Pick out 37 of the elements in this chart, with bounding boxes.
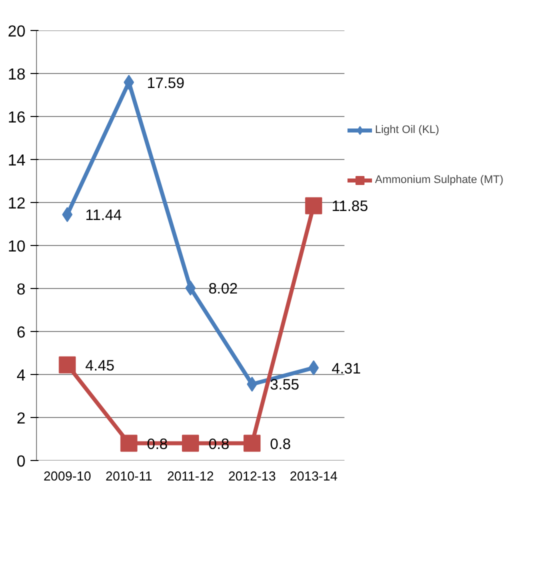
y-tick-label: 0 <box>16 454 26 470</box>
y-tick-label: 16 <box>8 110 26 126</box>
point <box>124 74 134 90</box>
y-tick-label: 4 <box>16 368 26 384</box>
y-tick-label: 14 <box>8 152 26 170</box>
data-label: 4.45 <box>85 357 114 374</box>
point <box>246 376 258 392</box>
data-label: 11.44 <box>85 207 122 224</box>
data-label: 0.8 <box>270 436 291 453</box>
point <box>185 280 196 296</box>
legend-label: Light Oil (KL) <box>375 124 440 136</box>
x-tick-label: 2010-11 <box>106 468 152 484</box>
data-label: 0.8 <box>146 436 168 453</box>
y-tick-label: 10 <box>8 238 26 256</box>
y-tick-label: 12 <box>8 196 26 212</box>
x-tick-label: 2011-12 <box>167 468 214 484</box>
point <box>182 434 199 452</box>
point <box>58 356 76 374</box>
y-tick-label: 8 <box>16 282 26 298</box>
data-label: 11.85 <box>332 198 368 216</box>
point <box>244 434 261 452</box>
data-label: 3.55 <box>270 376 300 394</box>
y-tick-label: 2 <box>16 410 26 428</box>
x-tick-label: 2013-14 <box>290 468 338 484</box>
x-tick-label: 2009-10 <box>43 468 92 484</box>
x-tick-label: 2012-13 <box>228 468 276 484</box>
data-label: 8.02 <box>208 280 238 298</box>
data-label: 0.8 <box>208 436 230 453</box>
y-tick-label: 18 <box>8 66 26 84</box>
point <box>308 360 319 376</box>
data-label: 4.31 <box>332 360 361 378</box>
y-tick-label: 6 <box>16 324 26 342</box>
point <box>305 197 322 214</box>
data-label: 17.59 <box>146 74 184 92</box>
y-tick-label: 20 <box>8 24 26 40</box>
legend-label: Ammonium Sulphate (MT) <box>375 174 504 186</box>
point <box>120 434 138 452</box>
